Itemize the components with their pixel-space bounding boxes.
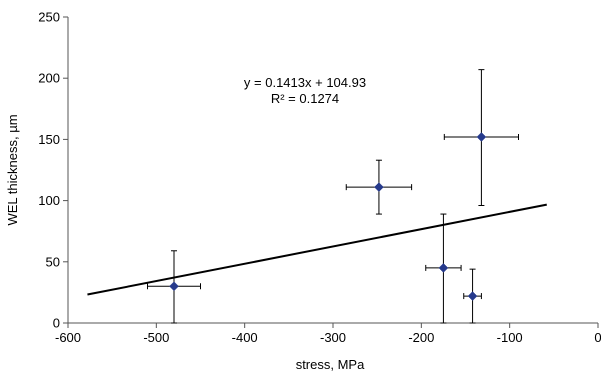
data-point-marker	[169, 281, 179, 292]
data-point-group	[345, 159, 413, 215]
data-points	[147, 69, 519, 324]
x-tick-label: -100	[497, 330, 523, 345]
y-tick-label: 50	[46, 254, 60, 269]
trendline-r2: R² = 0.1274	[271, 91, 339, 106]
y-tick-label: 0	[53, 316, 60, 331]
y-tick-label: 150	[38, 132, 60, 147]
y-tick-label: 100	[38, 193, 60, 208]
trendline	[87, 203, 547, 296]
x-tick-label: 0	[594, 330, 601, 345]
trendline-group	[87, 203, 547, 296]
y-tick-label: 250	[38, 10, 60, 25]
trendline-equation: y = 0.1413x + 104.93	[244, 75, 366, 90]
data-point-group	[443, 69, 519, 206]
x-tick-label: -400	[232, 330, 258, 345]
data-point-marker	[476, 132, 487, 142]
y-tick-label: 200	[38, 71, 60, 86]
data-point-marker	[438, 263, 449, 273]
x-tick-label: -200	[408, 330, 434, 345]
data-point-group	[425, 213, 462, 324]
data-point-marker	[374, 182, 384, 192]
data-point-group	[463, 268, 482, 324]
x-axis-title: stress, MPa	[296, 357, 365, 372]
data-point-group	[147, 250, 201, 324]
y-axis-title: WEL thickness, µm	[5, 114, 20, 225]
data-point-marker	[467, 291, 478, 301]
x-tick-label: -300	[320, 330, 346, 345]
axes: -600 -500 -400 -300 -200 -100 0 0 50 100 150 200 250	[38, 10, 601, 346]
x-tick-label: -500	[143, 330, 169, 345]
x-tick-label: -600	[55, 330, 81, 345]
